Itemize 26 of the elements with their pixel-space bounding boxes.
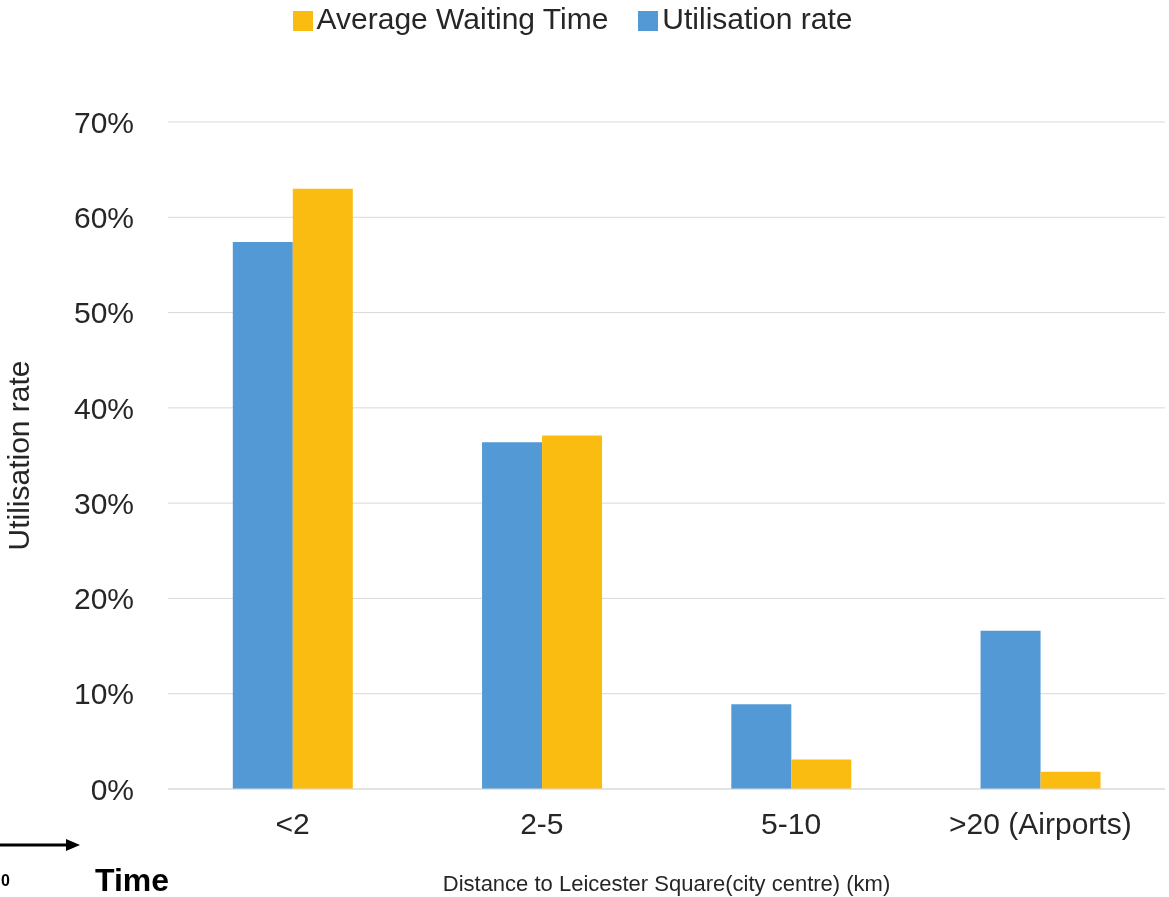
y-tick-label: 0% xyxy=(90,772,134,806)
y-tick-label: 50% xyxy=(73,296,134,330)
bar xyxy=(232,242,293,789)
bar xyxy=(542,435,603,789)
bar xyxy=(731,704,792,789)
y-tick-label: 30% xyxy=(73,486,134,520)
legend-label: Utilisation rate xyxy=(662,2,853,35)
y-tick-label: 70% xyxy=(73,105,134,139)
bar xyxy=(292,188,353,789)
bar xyxy=(980,630,1041,789)
text: Time xyxy=(95,862,170,897)
x-tick-label: 5-10 xyxy=(761,807,822,841)
legend-label: Average Waiting Time xyxy=(316,2,609,35)
bar xyxy=(1040,771,1101,789)
y-tick-label: 20% xyxy=(73,582,134,616)
y-tick-label: 40% xyxy=(73,391,134,425)
x-tick-label: 2-5 xyxy=(520,807,564,841)
y-axis-title: Utilisation rate xyxy=(1,360,35,551)
y-tick-label: 60% xyxy=(73,200,134,234)
x-tick-label: <2 xyxy=(275,807,310,841)
bar xyxy=(482,442,543,789)
text: 0 xyxy=(1,872,10,890)
bar xyxy=(791,759,852,789)
x-tick-label: >20 (Airports) xyxy=(949,807,1132,841)
x-axis-title: Distance to Leicester Square(city centre) (km) xyxy=(442,871,891,896)
y-tick-label: 10% xyxy=(73,677,134,711)
